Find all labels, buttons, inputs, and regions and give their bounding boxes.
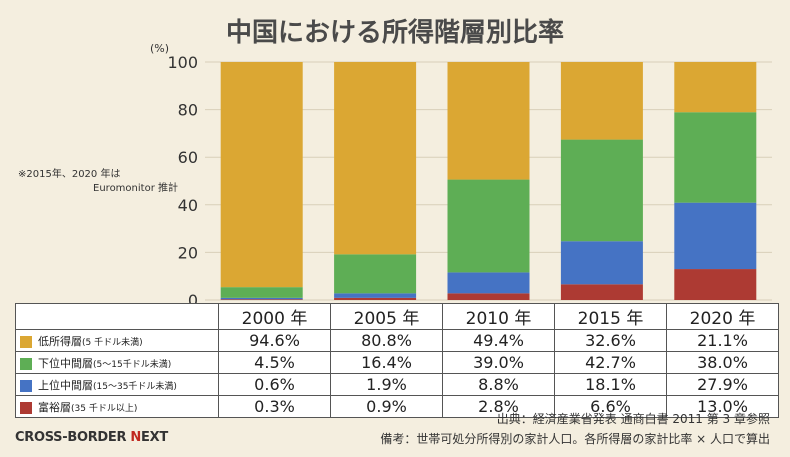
legend-upper-middle: 上位中間層(15～35千ドル未満) bbox=[15, 373, 219, 396]
table-cell: 8.8% bbox=[442, 373, 555, 396]
bar-segment bbox=[334, 62, 417, 255]
legend-detail: (5～15千ドル未満) bbox=[93, 359, 172, 370]
table-cell: 16.4% bbox=[330, 351, 443, 374]
table-cell: 4.5% bbox=[218, 351, 331, 374]
brand-logo: CROSS-BORDER NEXT bbox=[15, 430, 168, 445]
table-cell: 42.7% bbox=[554, 351, 667, 374]
table-header-year: 2000 年 bbox=[218, 303, 331, 330]
logo-text-end: EXT bbox=[141, 430, 168, 445]
bar-segment bbox=[674, 202, 757, 270]
legend-lower-middle: 下位中間層(5～15千ドル未満) bbox=[15, 351, 219, 374]
legend-label: 低所得層 bbox=[38, 334, 82, 348]
bar-segment bbox=[220, 299, 303, 300]
bar-segment bbox=[447, 272, 530, 294]
y-tick-label: 80 bbox=[178, 101, 198, 120]
table-cell: 13.0% bbox=[666, 395, 779, 418]
bar-segment bbox=[447, 179, 530, 273]
table-cell: 49.4% bbox=[442, 329, 555, 352]
bar-segment bbox=[560, 241, 643, 285]
note-line-1: ※2015年、2020 年は bbox=[18, 169, 121, 180]
bar-segment bbox=[560, 62, 643, 140]
legend-swatch bbox=[20, 335, 32, 348]
y-tick-label: 40 bbox=[178, 196, 198, 215]
legend-label: 下位中間層 bbox=[38, 356, 93, 370]
table-cell: 0.9% bbox=[330, 395, 443, 418]
table-row-lower-middle: 下位中間層(5～15千ドル未満) 4.5% 16.4% 39.0% 42.7% … bbox=[15, 351, 779, 374]
table-cell: 1.9% bbox=[330, 373, 443, 396]
y-tick-label: 100 bbox=[167, 53, 198, 72]
logo-accent: N bbox=[130, 430, 142, 445]
table-header-year: 2020 年 bbox=[666, 303, 779, 330]
table-header-row: 2000 年 2005 年 2010 年 2015 年 2020 年 bbox=[15, 303, 779, 330]
table-row-low-income: 低所得層(5 千ドル未満) 94.6% 80.8% 49.4% 32.6% 21… bbox=[15, 329, 779, 352]
bar-segment bbox=[220, 287, 303, 298]
table-cell: 27.9% bbox=[666, 373, 779, 396]
table-row-affluent: 富裕層(35 千ドル以上) 0.3% 0.9% 2.8% 6.6% 13.0% bbox=[15, 395, 779, 418]
y-axis-unit: (%) bbox=[150, 42, 170, 55]
table-cell: 94.6% bbox=[218, 329, 331, 352]
table-row-upper-middle: 上位中間層(15～35千ドル未満) 0.6% 1.9% 8.8% 18.1% 2… bbox=[15, 373, 779, 396]
legend-detail: (5 千ドル未満) bbox=[82, 337, 143, 348]
table-corner-cell bbox=[15, 303, 219, 330]
bar-segment bbox=[334, 293, 417, 298]
table-cell: 6.6% bbox=[554, 395, 667, 418]
bar-segment bbox=[447, 293, 530, 300]
table-cell: 39.0% bbox=[442, 351, 555, 374]
remark-note: 備考：世帯可処分所得別の家計人口。各所得層の家計比率 × 人口で算出 bbox=[380, 432, 770, 446]
y-tick-label: 20 bbox=[178, 243, 198, 262]
table-cell: 0.3% bbox=[218, 395, 331, 418]
table-header-year: 2015 年 bbox=[554, 303, 667, 330]
bar-segment bbox=[674, 62, 757, 113]
source-note: 出典：経済産業省発表 通商白書 2011 第 3 章参照 bbox=[496, 412, 770, 426]
table-cell: 21.1% bbox=[666, 329, 779, 352]
bar-segment bbox=[447, 62, 530, 180]
bar-segment bbox=[560, 139, 643, 242]
table-cell: 0.6% bbox=[218, 373, 331, 396]
estimate-note: ※2015年、2020 年は Euromonitor 推計 bbox=[18, 168, 178, 196]
table-header-year: 2010 年 bbox=[442, 303, 555, 330]
logo-text: CROSS-BORDER bbox=[15, 430, 131, 445]
legend-swatch bbox=[20, 379, 32, 392]
bar-segment bbox=[674, 269, 757, 300]
legend-affluent: 富裕層(35 千ドル以上) bbox=[15, 395, 219, 418]
bar-segment bbox=[220, 62, 303, 288]
bar-segment bbox=[674, 112, 757, 203]
chart-title: 中国における所得階層別比率 bbox=[225, 18, 564, 48]
y-tick-label: 60 bbox=[178, 148, 198, 167]
legend-swatch bbox=[20, 357, 32, 370]
data-table: 2000 年 2005 年 2010 年 2015 年 2020 年 低所得層(… bbox=[15, 303, 779, 418]
bar-segment bbox=[560, 284, 643, 300]
table-cell: 38.0% bbox=[666, 351, 779, 374]
legend-low-income: 低所得層(5 千ドル未満) bbox=[15, 329, 219, 352]
note-line-2: Euromonitor 推計 bbox=[93, 183, 178, 194]
bar-segment bbox=[334, 254, 417, 294]
legend-label: 富裕層 bbox=[38, 400, 71, 414]
table-cell: 32.6% bbox=[554, 329, 667, 352]
bar-segment bbox=[220, 297, 303, 300]
legend-label: 上位中間層 bbox=[38, 378, 93, 392]
legend-detail: (35 千ドル以上) bbox=[71, 403, 138, 414]
table-cell: 18.1% bbox=[554, 373, 667, 396]
bar-segment bbox=[334, 297, 417, 300]
y-tick-label: 0 bbox=[188, 291, 198, 310]
legend-swatch bbox=[20, 401, 32, 414]
table-header-year: 2005 年 bbox=[330, 303, 443, 330]
legend-detail: (15～35千ドル未満) bbox=[93, 381, 177, 392]
table-cell: 80.8% bbox=[330, 329, 443, 352]
table-cell: 2.8% bbox=[442, 395, 555, 418]
